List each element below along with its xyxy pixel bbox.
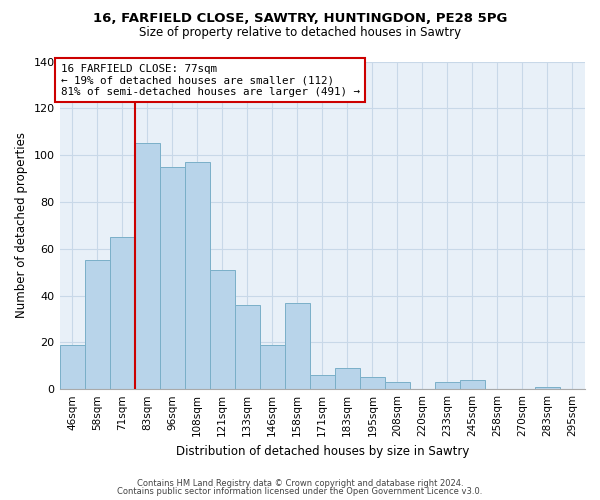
Bar <box>460 380 485 389</box>
Text: Contains public sector information licensed under the Open Government Licence v3: Contains public sector information licen… <box>118 487 482 496</box>
Bar <box>85 260 110 389</box>
Bar <box>385 382 410 389</box>
Y-axis label: Number of detached properties: Number of detached properties <box>15 132 28 318</box>
Bar <box>59 344 85 389</box>
Text: 16 FARFIELD CLOSE: 77sqm
← 19% of detached houses are smaller (112)
81% of semi-: 16 FARFIELD CLOSE: 77sqm ← 19% of detach… <box>61 64 360 97</box>
Bar <box>360 378 385 389</box>
Bar <box>209 270 235 389</box>
Bar <box>535 387 560 389</box>
Bar <box>285 302 310 389</box>
Text: Size of property relative to detached houses in Sawtry: Size of property relative to detached ho… <box>139 26 461 39</box>
Bar <box>110 237 134 389</box>
Bar <box>260 344 285 389</box>
Bar <box>235 305 260 389</box>
Bar <box>160 167 185 389</box>
X-axis label: Distribution of detached houses by size in Sawtry: Distribution of detached houses by size … <box>176 444 469 458</box>
Bar <box>185 162 209 389</box>
Text: Contains HM Land Registry data © Crown copyright and database right 2024.: Contains HM Land Registry data © Crown c… <box>137 478 463 488</box>
Bar <box>310 375 335 389</box>
Bar <box>134 144 160 389</box>
Bar <box>435 382 460 389</box>
Bar <box>335 368 360 389</box>
Text: 16, FARFIELD CLOSE, SAWTRY, HUNTINGDON, PE28 5PG: 16, FARFIELD CLOSE, SAWTRY, HUNTINGDON, … <box>93 12 507 26</box>
